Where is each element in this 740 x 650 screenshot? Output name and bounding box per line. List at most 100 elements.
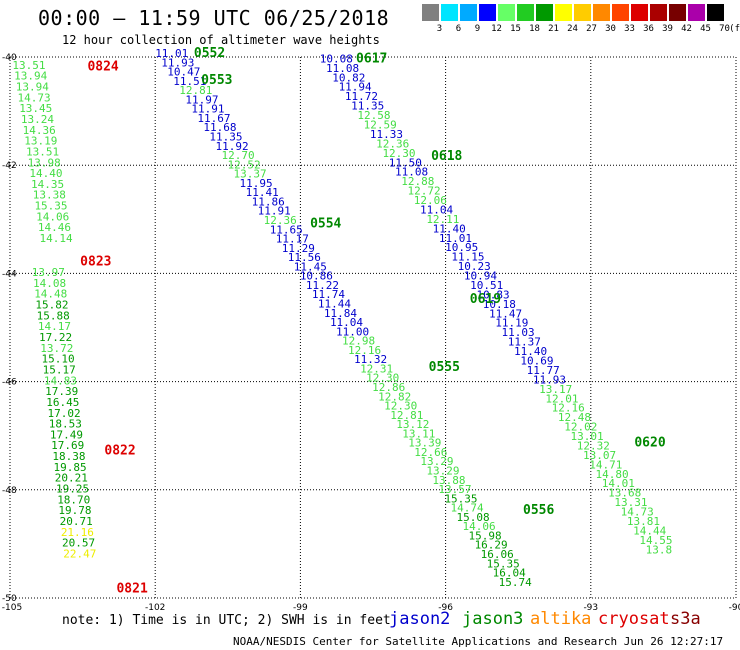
data-label: 14.46 (38, 221, 71, 234)
x-tick-label: -99 (293, 603, 308, 613)
scale-label: 42 (681, 24, 692, 34)
data-label: 14.71 (589, 458, 622, 471)
data-label: 15.98 (469, 529, 502, 542)
data-label: 16.29 (475, 539, 508, 552)
satellite-label-jason2: jason2 (389, 609, 451, 629)
x-tick-label: -90 (729, 603, 740, 613)
data-label: 13.29 (426, 465, 459, 478)
data-label: 11.04 (330, 316, 363, 329)
note-text: note: 1) Time is in UTC; 2) SWH is in fe… (62, 613, 391, 628)
data-label: 11.74 (312, 288, 345, 301)
data-label: 10.18 (483, 298, 516, 311)
scale-label: 27 (586, 24, 597, 34)
scale-swatch (612, 4, 629, 21)
data-label: 12.36 (376, 137, 409, 150)
data-label: 21.16 (61, 526, 94, 539)
data-label: 11.51 (173, 75, 206, 88)
data-label: 13.72 (40, 342, 73, 355)
data-label: 11.32 (354, 353, 387, 366)
data-label: 17.22 (39, 331, 72, 344)
scale-swatch (517, 4, 534, 21)
data-label: 13.88 (432, 474, 465, 487)
scale-swatch (669, 4, 686, 21)
scale-label: 9 (474, 24, 481, 34)
scale-label: 24 (567, 24, 578, 34)
x-tick-label: -96 (438, 603, 453, 613)
track-time-label: 0554 (310, 216, 341, 231)
data-label: 10.86 (300, 270, 333, 283)
data-label: 11.33 (370, 128, 403, 141)
data-label: 15.35 (34, 200, 67, 213)
data-label: 11.00 (336, 325, 369, 338)
satellite-label-s3a: s3a (670, 609, 701, 629)
track-time-label: 0556 (523, 503, 554, 518)
data-label: 14.48 (34, 288, 67, 301)
y-tick-label: -44 (2, 269, 17, 279)
data-label: 12.48 (558, 411, 591, 424)
data-label: 12.32 (577, 439, 610, 452)
data-label: 12.11 (426, 213, 459, 226)
data-label: 12.30 (366, 372, 399, 385)
data-label: 10.23 (458, 260, 491, 273)
data-label: 11.67 (197, 112, 230, 125)
scale-swatch (707, 4, 724, 21)
data-label: 12.30 (384, 400, 417, 413)
data-label: 12.01 (545, 392, 578, 405)
data-label: 14.06 (463, 520, 496, 533)
data-label: 11.95 (240, 177, 273, 190)
data-label: 13.81 (627, 515, 660, 528)
x-tick-label: -105 (2, 603, 22, 613)
scale-label: 36 (643, 24, 654, 34)
data-label: 14.08 (33, 277, 66, 290)
scale-swatch (574, 4, 591, 21)
data-label: 14.14 (40, 232, 73, 245)
data-label: 17.49 (50, 428, 83, 441)
scale-swatch (650, 4, 667, 21)
data-label: 12.16 (348, 344, 381, 357)
data-label: 13.17 (539, 383, 572, 396)
data-label: 10.82 (332, 71, 365, 84)
scale-label: 21 (548, 24, 559, 34)
track-time-label: 0821 (116, 582, 147, 597)
data-label: 10.08 (320, 52, 353, 65)
data-label: 18.53 (49, 418, 82, 431)
data-label: 20.71 (60, 515, 93, 528)
scale-swatch (479, 4, 496, 21)
data-label: 19.78 (58, 504, 91, 517)
data-label: 11.44 (318, 298, 351, 311)
data-label: 11.08 (395, 166, 428, 179)
data-label: 11.72 (345, 90, 378, 103)
data-label: 12.86 (372, 381, 405, 394)
scale-swatch (460, 4, 477, 21)
scale-label: 3 (436, 24, 443, 34)
data-label: 11.86 (252, 195, 285, 208)
data-label: 10.69 (520, 355, 553, 368)
scale-swatch (688, 4, 705, 21)
track-time-label: 0823 (80, 254, 111, 269)
data-label: 11.91 (258, 205, 291, 218)
data-label: 11.91 (191, 103, 224, 116)
scale-label: 12 (491, 24, 502, 34)
track-time-label: 0553 (201, 73, 232, 88)
data-label: 11.03 (502, 326, 535, 339)
data-label: 13.94 (16, 81, 49, 94)
scale-label: 18 (529, 24, 540, 34)
data-label: 11.56 (288, 251, 321, 264)
data-label: 14.55 (639, 534, 672, 547)
data-label: 13.37 (234, 168, 267, 181)
data-label: 10.94 (464, 270, 497, 283)
data-label: 17.39 (45, 385, 78, 398)
scale-swatch (536, 4, 553, 21)
data-label: 14.01 (602, 477, 635, 490)
chart-title: 00:00 – 11:59 UTC 06/25/2018 (38, 6, 390, 30)
data-label: 11.35 (209, 131, 242, 144)
data-label: 12.82 (378, 390, 411, 403)
data-label: 13.8 (646, 543, 673, 556)
track-time-label: 0619 (470, 292, 501, 307)
data-label: 13.51 (12, 59, 45, 72)
scale-label: 39 (662, 24, 673, 34)
satellite-label-jason3: jason3 (462, 609, 524, 629)
data-label: 11.15 (451, 251, 484, 264)
data-label: 13.45 (19, 102, 52, 115)
